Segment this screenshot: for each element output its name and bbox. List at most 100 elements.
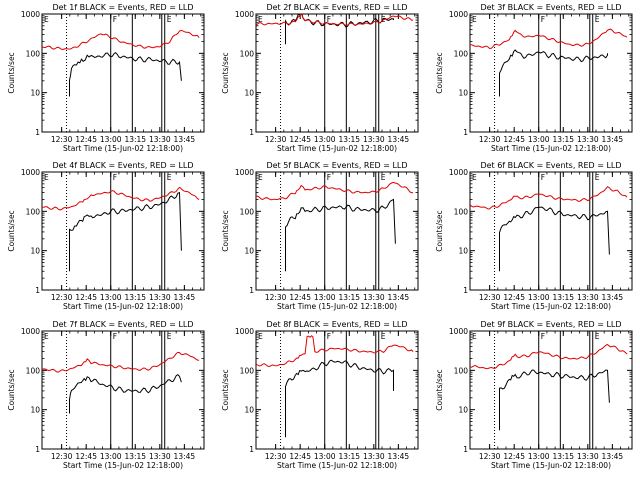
events-series-line: [285, 14, 394, 45]
y-tick-label: 1: [249, 128, 254, 137]
x-tick-label: 12:30: [51, 293, 73, 302]
plot-frame: [255, 330, 419, 450]
attenuator-marker: F: [327, 15, 331, 24]
y-tick-label: 100: [240, 207, 255, 216]
x-tick-label: 13:00: [528, 293, 550, 302]
lld-series-line: [42, 186, 200, 211]
panel-det-2f: Det 2f BLACK = Events, RED = LLD 1 10 100 10…: [221, 3, 419, 153]
x-tick-label: 13:45: [174, 452, 196, 461]
y-tick-label: 1000: [235, 10, 254, 19]
y-tick-label: 1: [463, 128, 468, 137]
panel-title: Det 2f BLACK = Events, RED = LLD: [266, 3, 407, 12]
x-tick-label: 12:30: [479, 135, 501, 144]
attenuator-marker: E: [44, 173, 49, 182]
y-axis-label: Counts/sec: [7, 52, 16, 93]
y-tick-label: 1000: [21, 327, 40, 336]
y-axis-label: Counts/sec: [7, 210, 16, 251]
panel-det-7f: Det 7f BLACK = Events, RED = LLD 1 10 100 10…: [7, 320, 205, 470]
events-series-line: [285, 359, 394, 438]
lld-series-line: [256, 14, 414, 27]
events-series-line: [285, 198, 396, 272]
attenuator-marker: F: [113, 173, 117, 182]
attenuator-marker: E: [44, 15, 49, 24]
attenuator-marker: E: [167, 332, 172, 341]
x-tick-label: 13:30: [149, 452, 171, 461]
y-tick-label: 100: [26, 207, 41, 216]
y-axis-label: Counts/sec: [221, 210, 230, 251]
y-axis-label: Counts/sec: [435, 210, 444, 251]
panel-det-9f: Det 9f BLACK = Events, RED = LLD 1 10 100 10…: [435, 320, 633, 470]
attenuator-marker: E: [381, 173, 386, 182]
events-series-line: [69, 51, 182, 97]
x-tick-label: 13:45: [388, 452, 410, 461]
x-tick-label: 12:30: [265, 135, 287, 144]
plot-frame: [255, 13, 419, 133]
x-tick-label: 12:45: [289, 293, 311, 302]
y-axis-label: Counts/sec: [221, 52, 230, 93]
y-tick-label: 10: [458, 89, 468, 98]
panel-title: Det 6f BLACK = Events, RED = LLD: [480, 161, 621, 170]
x-tick-label: 13:00: [528, 135, 550, 144]
x-tick-label: 13:45: [388, 135, 410, 144]
attenuator-marker: E: [595, 15, 600, 24]
x-tick-label: 12:45: [289, 135, 311, 144]
x-tick-label: 13:45: [174, 135, 196, 144]
events-series-line: [499, 49, 608, 97]
y-tick-label: 100: [454, 207, 469, 216]
attenuator-marker: F: [327, 332, 331, 341]
attenuator-marker: E: [258, 332, 263, 341]
y-tick-label: 10: [30, 247, 40, 256]
y-tick-label: 1: [35, 286, 40, 295]
plot-frame: [469, 330, 633, 450]
panel-title: Det 1f BLACK = Events, RED = LLD: [52, 3, 193, 12]
lld-series-line: [42, 29, 200, 50]
x-axis-label: Start Time (15-Jun-02 12:18:00): [63, 144, 183, 153]
attenuator-marker: F: [327, 173, 331, 182]
y-tick-label: 1: [249, 445, 254, 454]
y-tick-label: 1000: [449, 168, 468, 177]
y-tick-label: 100: [240, 366, 255, 375]
events-series-line: [499, 206, 610, 272]
y-tick-label: 100: [240, 49, 255, 58]
x-tick-label: 13:15: [338, 135, 360, 144]
attenuator-marker: F: [541, 15, 545, 24]
y-tick-label: 10: [458, 247, 468, 256]
x-tick-label: 13:30: [577, 135, 599, 144]
events-series-line: [69, 373, 182, 414]
x-tick-label: 12:30: [51, 452, 73, 461]
attenuator-marker: E: [472, 332, 477, 341]
panel-det-1f: Det 1f BLACK = Events, RED = LLD 1 10 100 10…: [7, 3, 205, 153]
lld-series-line: [256, 335, 414, 368]
y-tick-label: 1: [463, 445, 468, 454]
y-tick-label: 10: [458, 406, 468, 415]
attenuator-marker: E: [167, 15, 172, 24]
x-tick-label: 13:15: [552, 293, 574, 302]
y-axis-label: Counts/sec: [221, 369, 230, 410]
x-tick-label: 13:30: [577, 293, 599, 302]
x-tick-label: 13:30: [363, 293, 385, 302]
panel-det-4f: Det 4f BLACK = Events, RED = LLD 1 10 100 10…: [7, 161, 205, 311]
y-tick-label: 1000: [235, 327, 254, 336]
attenuator-marker: E: [472, 15, 477, 24]
panel-title: Det 9f BLACK = Events, RED = LLD: [480, 320, 621, 329]
y-tick-label: 10: [30, 406, 40, 415]
y-tick-label: 1000: [235, 168, 254, 177]
x-axis-label: Start Time (15-Jun-02 12:18:00): [491, 461, 611, 470]
y-axis-label: Counts/sec: [435, 369, 444, 410]
attenuator-marker: F: [113, 332, 117, 341]
x-tick-label: 12:45: [75, 135, 97, 144]
x-tick-label: 13:30: [149, 293, 171, 302]
x-tick-label: 12:30: [479, 293, 501, 302]
x-axis-label: Start Time (15-Jun-02 12:18:00): [491, 302, 611, 311]
y-tick-label: 10: [244, 406, 254, 415]
plot-frame: [469, 13, 633, 133]
attenuator-marker: E: [258, 173, 263, 182]
panel-det-6f: Det 6f BLACK = Events, RED = LLD 1 10 100 10…: [435, 161, 633, 311]
x-axis-label: Start Time (15-Jun-02 12:18:00): [277, 461, 397, 470]
attenuator-marker: F: [541, 173, 545, 182]
attenuator-marker: E: [595, 332, 600, 341]
x-tick-label: 13:30: [363, 135, 385, 144]
x-axis-label: Start Time (15-Jun-02 12:18:00): [63, 302, 183, 311]
y-axis-label: Counts/sec: [435, 52, 444, 93]
